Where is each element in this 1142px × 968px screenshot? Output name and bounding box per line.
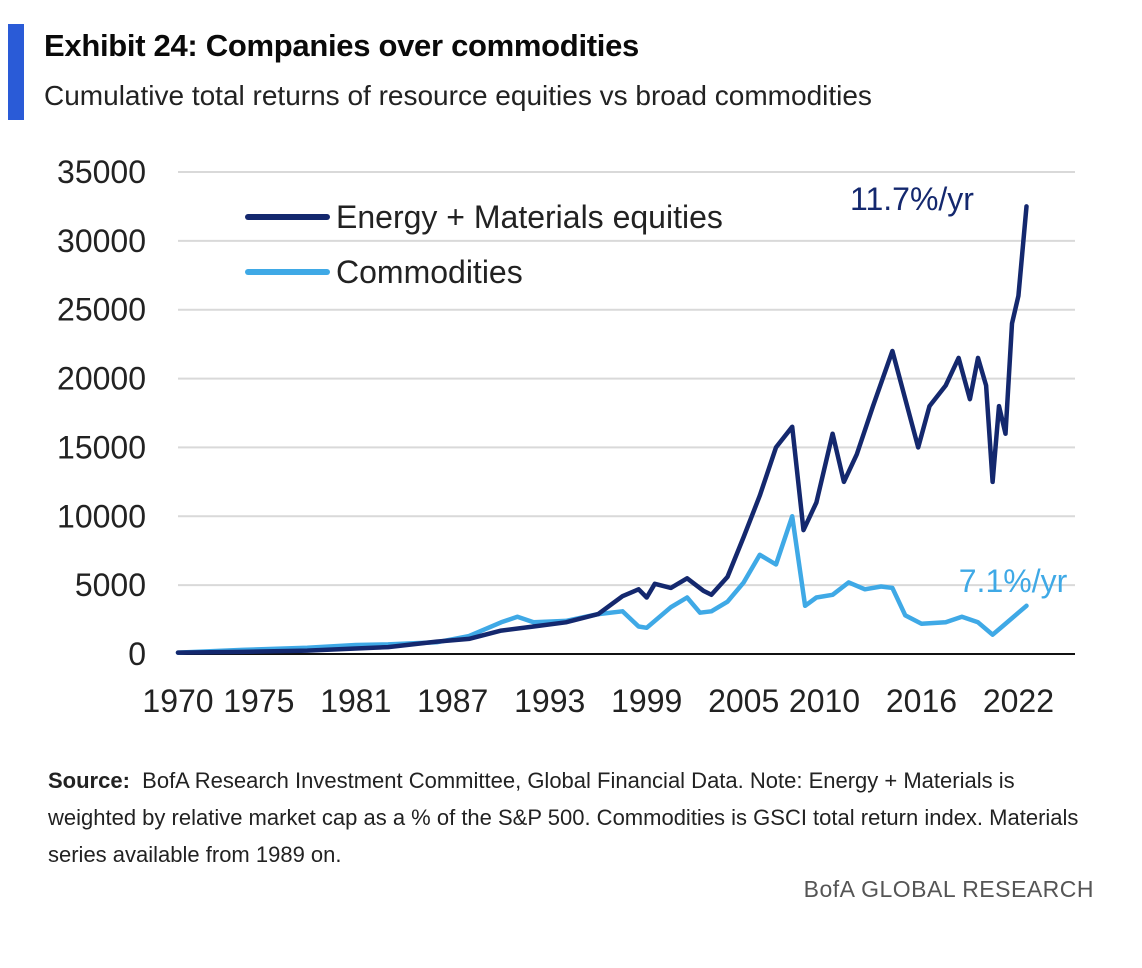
- brand-footer: BofA GLOBAL RESEARCH: [804, 876, 1094, 903]
- legend-label: Commodities: [336, 254, 523, 290]
- source-label: Source:: [48, 768, 130, 793]
- source-note: Source: BofA Research Investment Committ…: [48, 762, 1108, 873]
- x-tick-label: 2005: [708, 683, 779, 719]
- x-tick-label: 2016: [886, 683, 957, 719]
- x-tick-label: 1987: [417, 683, 488, 719]
- y-tick-label: 10000: [57, 498, 146, 534]
- x-tick-label: 1993: [514, 683, 585, 719]
- x-tick-label: 2022: [983, 683, 1054, 719]
- y-tick-label: 35000: [57, 154, 146, 190]
- end-label-commodities: 7.1%/yr: [959, 563, 1068, 599]
- x-tick-label: 1970: [142, 683, 213, 719]
- y-tick-label: 0: [128, 636, 146, 672]
- y-tick-label: 15000: [57, 429, 146, 465]
- x-tick-label: 1999: [611, 683, 682, 719]
- source-text: BofA Research Investment Committee, Glob…: [48, 768, 1078, 867]
- y-tick-label: 20000: [57, 361, 146, 397]
- y-tick-label: 30000: [57, 223, 146, 259]
- y-tick-label: 25000: [57, 292, 146, 328]
- y-tick-label: 5000: [75, 567, 146, 603]
- x-tick-label: 1981: [320, 683, 391, 719]
- x-tick-label: 2010: [789, 683, 860, 719]
- end-label-energy-materials: 11.7%/yr: [850, 181, 974, 217]
- x-tick-label: 1975: [223, 683, 294, 719]
- legend-label: Energy + Materials equities: [336, 199, 723, 235]
